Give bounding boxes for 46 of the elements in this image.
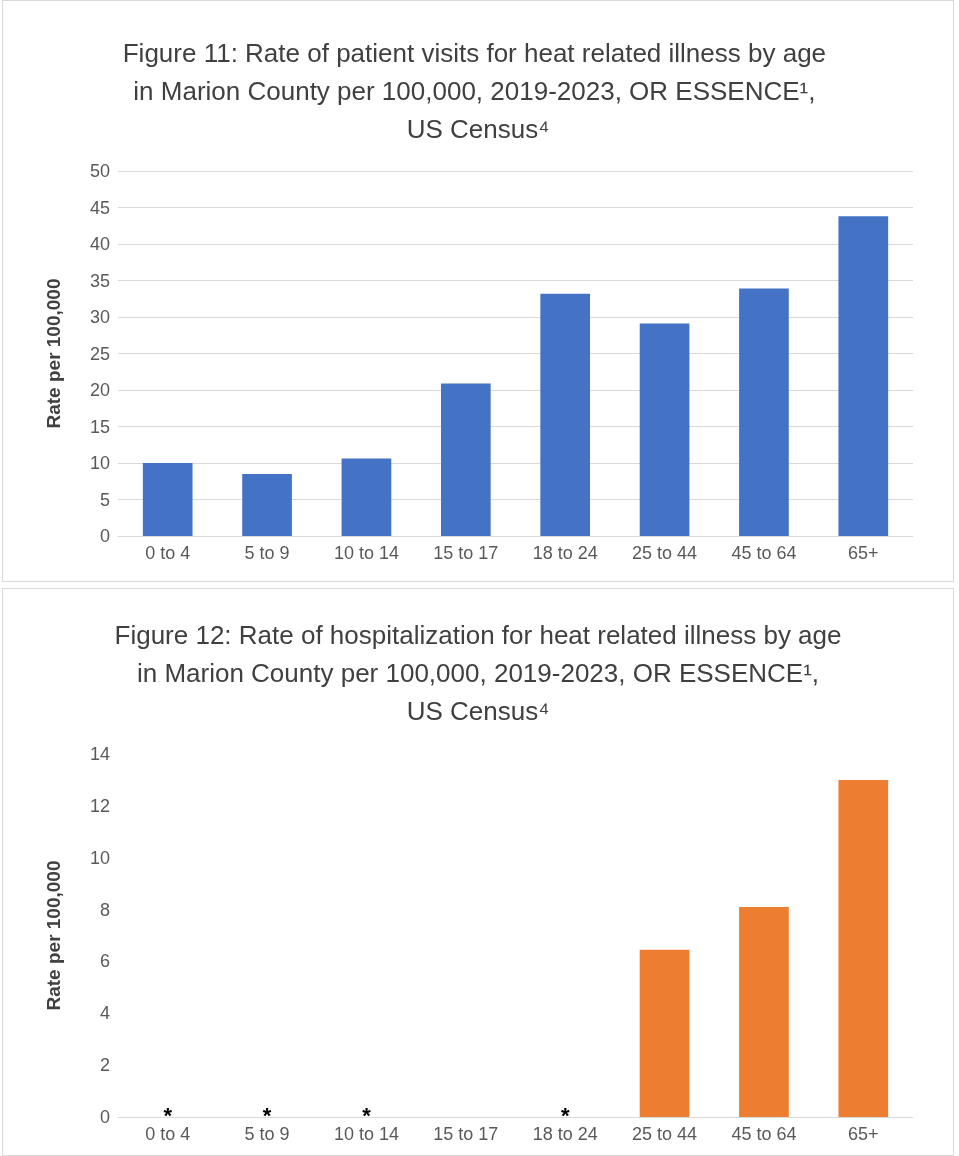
bar (540, 293, 591, 536)
chart-title: Figure 12: Rate of hospitalization for heat related illness by age in Marion County per 100,000, 2019-2023, OR ESSENCE¹, US Census⁴ (114, 620, 842, 726)
x-tick-label: 45 to 64 (731, 543, 797, 563)
y-tick-label: 12 (89, 795, 110, 816)
y-tick-label: 10 (89, 453, 110, 473)
y-tick-label: 45 (89, 197, 110, 218)
y-axis-title: Rate per 100,000 (43, 278, 64, 429)
y-tick-label: 20 (89, 380, 110, 400)
bar (838, 779, 889, 1117)
y-tick-label: 25 (89, 343, 110, 364)
bar (838, 216, 889, 536)
y-tick-label: 0 (99, 1107, 110, 1127)
y-tick-label: 6 (99, 951, 110, 972)
x-tick-label: 65+ (848, 543, 879, 563)
y-tick-label: 4 (99, 1003, 110, 1024)
y-tick-label: 30 (89, 307, 110, 327)
y-tick-label: 8 (99, 899, 110, 920)
chart-title: Figure 11: Rate of patient visits for heat related illness by age in Marion County per 100,000, 2019-2023, OR ESSENCE¹, US Census⁴ (122, 38, 834, 144)
x-tick-label: 25 to 44 (632, 543, 698, 563)
y-tick-label: 10 (89, 847, 110, 868)
bar (242, 473, 292, 536)
bar (440, 383, 491, 536)
y-tick-label: 35 (89, 270, 110, 291)
x-tick-label: 0 to 4 (145, 543, 191, 563)
x-tick-label: 45 to 64 (731, 1124, 797, 1144)
y-tick-label: 0 (99, 526, 110, 546)
bar (639, 323, 690, 536)
x-tick-label: 15 to 17 (433, 543, 499, 563)
x-tick-label: 18 to 24 (532, 543, 598, 563)
bar (739, 288, 789, 536)
x-tick-label: 10 to 14 (333, 543, 399, 563)
y-axis-title: Rate per 100,000 (43, 860, 64, 1011)
x-tick-label: 15 to 17 (433, 1124, 499, 1144)
x-tick-label: 65+ (848, 1124, 879, 1144)
y-tick-label: 5 (99, 489, 110, 510)
y-tick-label: 40 (89, 234, 110, 254)
y-tick-label: 2 (99, 1055, 110, 1076)
bar (142, 463, 193, 536)
y-tick-label: 50 (89, 161, 110, 181)
x-tick-label: 25 to 44 (632, 1124, 698, 1144)
bar (341, 458, 392, 536)
y-tick-label: 15 (89, 416, 110, 437)
y-tick-label: 14 (89, 744, 110, 764)
x-tick-label: 5 to 9 (244, 543, 290, 563)
bar (739, 906, 789, 1117)
bar (639, 949, 690, 1117)
